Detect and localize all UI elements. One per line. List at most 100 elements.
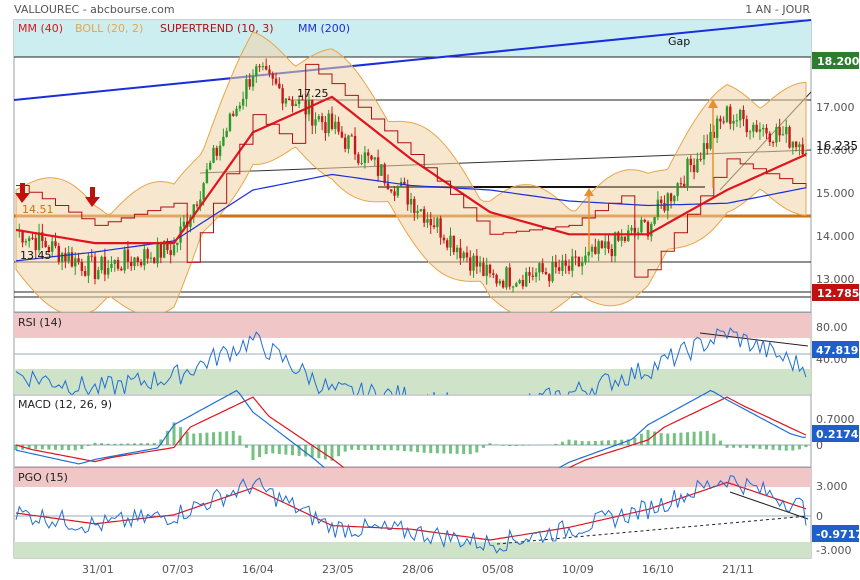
macd-histogram-bar: [297, 445, 301, 456]
candle-body: [712, 131, 716, 138]
candle-body: [74, 258, 77, 267]
candle-body: [376, 157, 380, 176]
macd-histogram-bar: [732, 445, 736, 448]
macd-histogram-bar: [600, 440, 604, 445]
candle-body: [719, 118, 722, 122]
macd-histogram-bar: [383, 445, 387, 451]
macd-histogram-bar: [126, 443, 130, 445]
candle-body: [24, 241, 28, 243]
candle-body: [738, 109, 742, 121]
candle-body: [199, 199, 202, 206]
x-axis: 31/01 07/03 16/04 23/05 28/06 05/08 10/0…: [82, 563, 754, 576]
candle-body: [123, 249, 126, 271]
candle-body: [205, 169, 209, 184]
macd-histogram-bar: [139, 443, 143, 445]
macd-histogram-bar: [54, 445, 57, 450]
macd-histogram-bar: [376, 445, 380, 451]
macd-histogram-bar: [402, 445, 406, 452]
candle-body: [715, 118, 719, 138]
candle-body: [472, 255, 475, 271]
candle-body: [627, 230, 630, 241]
candle-body: [245, 79, 248, 99]
candle-body: [93, 256, 97, 279]
macd-histogram-bar: [666, 433, 670, 445]
candle-body: [320, 116, 324, 123]
candle-body: [752, 124, 755, 132]
candle-body: [390, 189, 393, 192]
candle-body: [478, 262, 482, 267]
macd-histogram-bar: [218, 431, 222, 445]
macd-histogram-bar: [323, 445, 327, 460]
candle-body: [80, 261, 84, 271]
candle-body: [521, 280, 525, 287]
candle-body: [801, 144, 804, 155]
macd-histogram-bar: [567, 439, 571, 445]
candle-body: [215, 147, 218, 156]
candle-body: [597, 241, 600, 254]
candle-body: [696, 158, 699, 173]
rsi-oversold-zone: [14, 369, 811, 394]
macd-histogram-bar: [356, 445, 360, 450]
macd-histogram-bar: [409, 445, 413, 452]
candle-body: [534, 272, 538, 277]
candle-body: [432, 225, 436, 228]
chart-period: 1 AN - JOUR: [745, 3, 810, 16]
candle-body: [271, 73, 274, 79]
macd-histogram-bar: [620, 439, 624, 445]
candle-body: [120, 268, 123, 271]
candle-body: [673, 195, 676, 202]
macd-histogram-bar: [231, 430, 235, 445]
candle-body: [722, 121, 725, 123]
svg-text:3.000: 3.000: [816, 480, 848, 493]
macd-histogram-bar: [607, 440, 610, 445]
macd-histogram-bar: [751, 445, 755, 449]
candle-body: [798, 144, 801, 148]
candle-body: [268, 69, 271, 74]
price-series: [15, 31, 808, 319]
candle-body: [508, 267, 511, 287]
macd-histogram-bar: [705, 430, 709, 445]
candle-body: [643, 219, 646, 222]
legend-supertrend: SUPERTREND (10, 3): [160, 22, 274, 35]
candle-body: [613, 232, 617, 257]
candle-body: [153, 257, 156, 264]
macd-histogram-bar: [686, 432, 689, 445]
candle-body: [620, 236, 623, 241]
candle-body: [646, 221, 650, 237]
candle-body: [735, 120, 739, 122]
macd-histogram-bar: [67, 445, 71, 451]
macd-histogram-bar: [765, 445, 768, 450]
macd-histogram-bar: [73, 445, 77, 451]
candle-body: [195, 204, 199, 206]
candle-body: [561, 260, 564, 271]
candle-body: [106, 268, 110, 275]
candle-body: [729, 106, 732, 124]
macd-histogram-bar: [389, 445, 393, 451]
candle-body: [587, 251, 590, 256]
candle-body: [37, 232, 41, 251]
macd-value-tag: 0.2174: [816, 428, 859, 441]
chart-title: VALLOUREC - abcbourse.com: [14, 3, 175, 16]
macd-histogram-bar: [100, 443, 104, 445]
macd-histogram-bar: [745, 445, 749, 449]
macd-histogram-bar: [343, 445, 347, 452]
candle-body: [350, 135, 353, 137]
macd-histogram-bar: [291, 445, 294, 456]
candle-body: [258, 66, 261, 68]
legend-boll: BOLL (20, 2): [75, 22, 143, 35]
candle-body: [554, 261, 558, 268]
candle-body: [755, 124, 758, 132]
gap-label: Gap: [668, 35, 690, 48]
candle-body: [238, 105, 242, 109]
candle-body: [416, 210, 419, 214]
candle-body: [255, 66, 258, 76]
rsi-value-tag: 47.819: [816, 344, 858, 357]
pgo-average-line: [15, 481, 807, 541]
candle-body: [60, 253, 64, 262]
macd-histogram-bar: [778, 445, 782, 451]
macd-histogram-bar: [284, 445, 288, 455]
macd-histogram-bar: [495, 444, 499, 445]
candle-body: [169, 250, 172, 255]
macd-histogram-bar: [363, 445, 367, 450]
macd-histogram-bar: [251, 445, 255, 461]
